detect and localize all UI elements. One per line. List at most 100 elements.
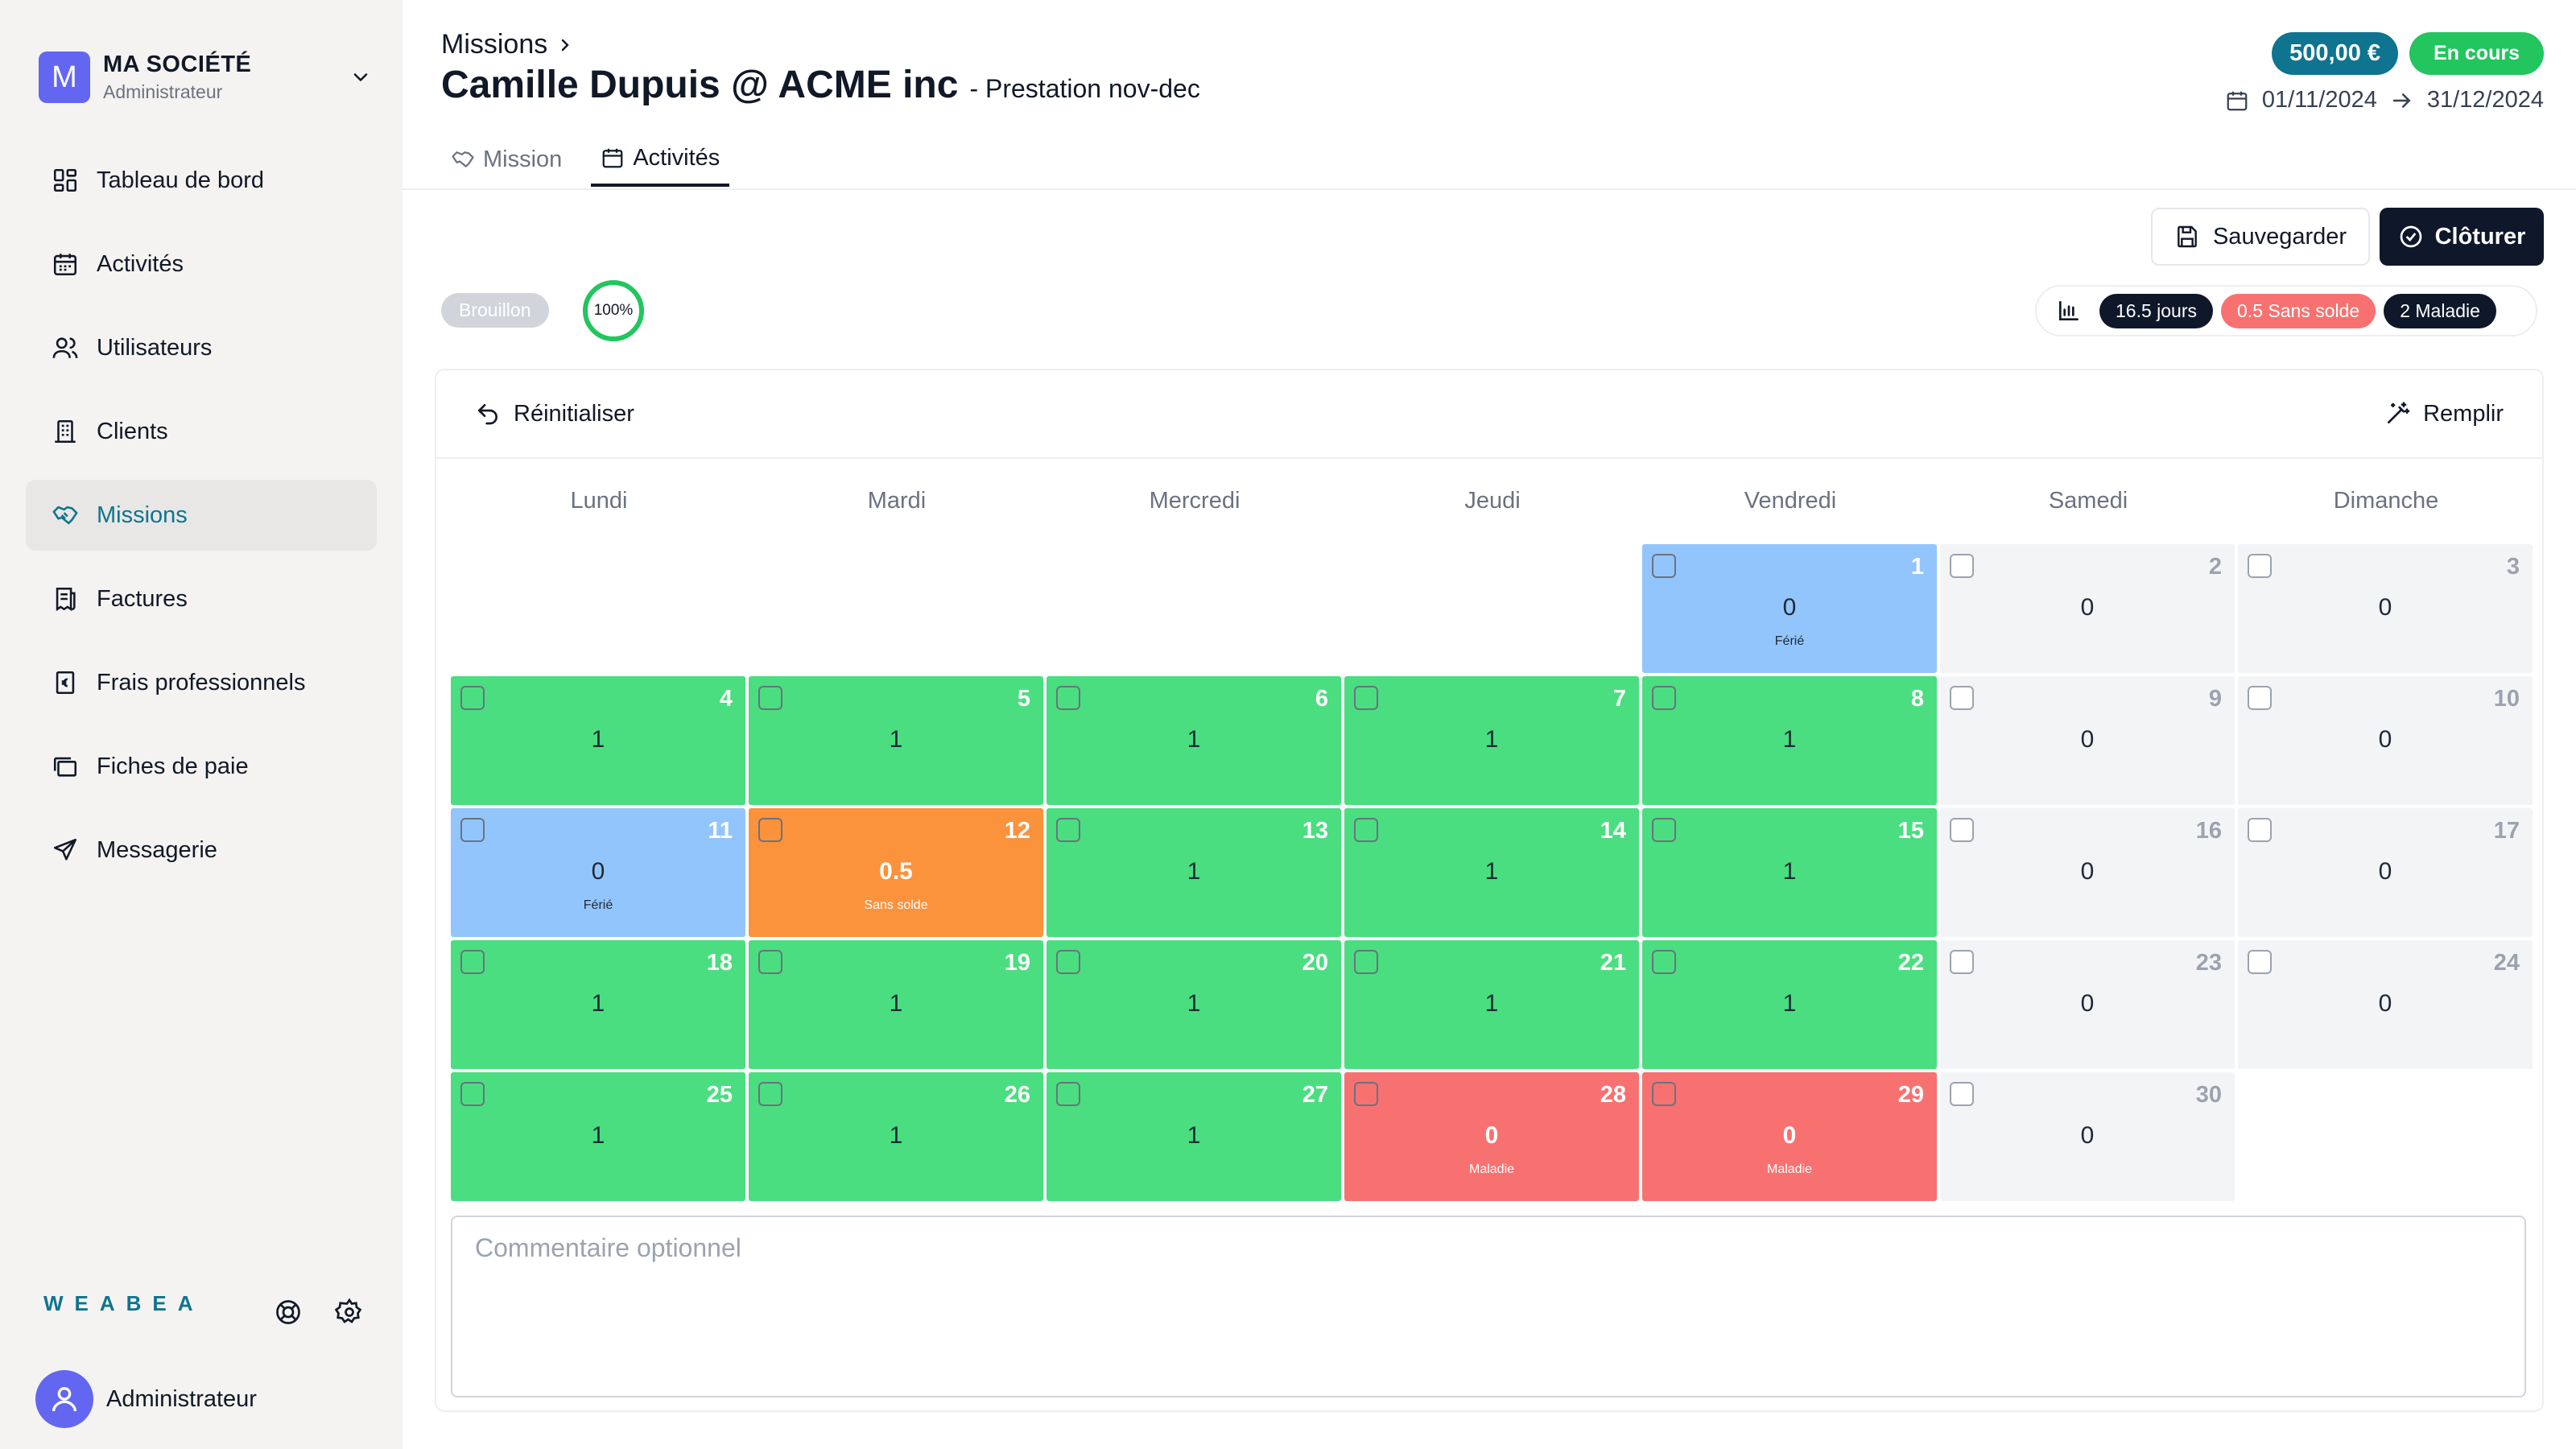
save-button[interactable]: Sauvegarder [2151,208,2370,266]
day-number: 10 [2493,686,2520,712]
day-checkbox[interactable] [1652,950,1676,974]
day-number: 2 [2208,554,2222,580]
expense-icon [56,671,75,695]
day-number: 4 [719,686,733,712]
day-cell[interactable]: 12 0.5 Sans solde [749,808,1043,937]
day-checkbox[interactable] [1950,686,1974,710]
day-value: 1 [1782,990,1797,1017]
day-checkbox[interactable] [1652,1082,1676,1106]
day-cell[interactable]: 24 0 [2238,940,2533,1069]
day-checkbox[interactable] [2248,554,2272,578]
day-cell[interactable]: 18 1 [451,940,745,1069]
day-value: 0 [2080,990,2095,1017]
comment-input[interactable] [451,1216,2526,1397]
day-type-label: Sans solde [864,898,928,912]
day-checkbox[interactable] [1652,818,1676,842]
day-checkbox[interactable] [2248,818,2272,842]
reset-button[interactable]: Réinitialiser [475,401,634,427]
day-cell[interactable]: 27 1 [1046,1072,1341,1201]
day-checkbox[interactable] [1950,554,1974,578]
day-checkbox[interactable] [1652,686,1676,710]
sidebar-item-frais[interactable]: Frais professionnels [26,647,377,718]
calendar-grid: 1 0 Férié 2 0 3 0 4 1 5 1 6 1 7 1 8 1 9 0 10 0 11 0 Férié 12 0.5 S… [451,544,2533,1201]
day-checkbox[interactable] [1950,950,1974,974]
day-checkbox[interactable] [460,950,485,974]
day-checkbox[interactable] [1652,554,1676,578]
day-checkbox[interactable] [460,818,485,842]
tab-activites[interactable]: Activités [591,132,730,187]
sidebar-item-clients[interactable]: Clients [26,396,377,467]
sidebar-item-messagerie[interactable]: Messagerie [26,815,377,886]
chevron-down-icon[interactable] [345,61,377,93]
day-cell[interactable]: 30 0 [1940,1072,2235,1201]
day-checkbox[interactable] [1354,818,1378,842]
day-checkbox[interactable] [1354,686,1378,710]
day-cell[interactable]: 15 1 [1642,808,1937,937]
weekday-label: Dimanche [2333,488,2439,514]
day-checkbox[interactable] [758,1082,782,1106]
company-switcher[interactable]: M MA SOCIÉTÉ Administrateur [39,52,377,103]
day-checkbox[interactable] [460,686,485,710]
day-number: 26 [1004,1082,1030,1108]
day-checkbox[interactable] [1056,818,1080,842]
day-checkbox[interactable] [1354,950,1378,974]
day-cell[interactable]: 20 1 [1046,940,1341,1069]
day-checkbox[interactable] [2248,950,2272,974]
sidebar-item-factures[interactable]: Factures [26,564,377,634]
breadcrumb-missions[interactable]: Missions [441,29,548,60]
day-checkbox[interactable] [460,1082,485,1106]
check-circle-icon [2400,225,2421,248]
day-checkbox[interactable] [1950,1082,1974,1106]
sidebar-item-activites[interactable]: Activités [26,229,377,299]
close-mission-button[interactable]: Clôturer [2380,208,2544,266]
day-value: 1 [1484,990,1499,1017]
day-checkbox[interactable] [758,950,782,974]
day-cell[interactable]: 1 0 Férié [1642,544,1937,673]
day-cell[interactable]: 16 0 [1940,808,2235,937]
day-checkbox[interactable] [1056,1082,1080,1106]
day-cell[interactable]: 10 0 [2238,676,2533,805]
day-checkbox[interactable] [2248,686,2272,710]
day-checkbox[interactable] [1354,1082,1378,1106]
day-cell[interactable]: 11 0 Férié [451,808,745,937]
sidebar-item-dashboard[interactable]: Tableau de bord [26,145,377,216]
footer-icons [274,1298,364,1327]
day-checkbox[interactable] [758,686,782,710]
current-user[interactable]: Administrateur [35,1370,257,1428]
day-cell[interactable]: 28 0 Maladie [1344,1072,1639,1201]
day-cell[interactable]: 14 1 [1344,808,1639,937]
day-checkbox[interactable] [1056,950,1080,974]
day-cell[interactable]: 23 0 [1940,940,2235,1069]
day-checkbox[interactable] [758,818,782,842]
sidebar-item-missions[interactable]: Missions [26,480,377,551]
sidebar-item-fiches-de-paie[interactable]: Fiches de paie [26,731,377,802]
help-icon[interactable] [274,1298,303,1327]
day-number: 21 [1600,950,1626,976]
day-cell[interactable]: 26 1 [749,1072,1043,1201]
weekday-label: Mardi [867,488,927,514]
tab-mission[interactable]: Mission [441,132,572,187]
day-cell[interactable]: 17 0 [2238,808,2533,937]
day-cell[interactable]: 22 1 [1642,940,1937,1069]
gear-icon[interactable] [335,1298,364,1327]
day-cell[interactable]: 29 0 Maladie [1642,1072,1937,1201]
day-checkbox[interactable] [1056,686,1080,710]
day-cell[interactable]: 25 1 [451,1072,745,1201]
day-cell[interactable]: 13 1 [1046,808,1341,937]
day-checkbox[interactable] [1950,818,1974,842]
day-value: 0 [2378,858,2392,885]
day-number: 17 [2493,818,2520,844]
day-cell[interactable]: 19 1 [749,940,1043,1069]
day-cell[interactable]: 21 1 [1344,940,1639,1069]
sidebar-item-utilisateurs[interactable]: Utilisateurs [26,312,377,383]
fill-button[interactable]: Remplir [2384,401,2504,427]
page-subtitle: - Prestation nov-dec [969,74,1200,103]
